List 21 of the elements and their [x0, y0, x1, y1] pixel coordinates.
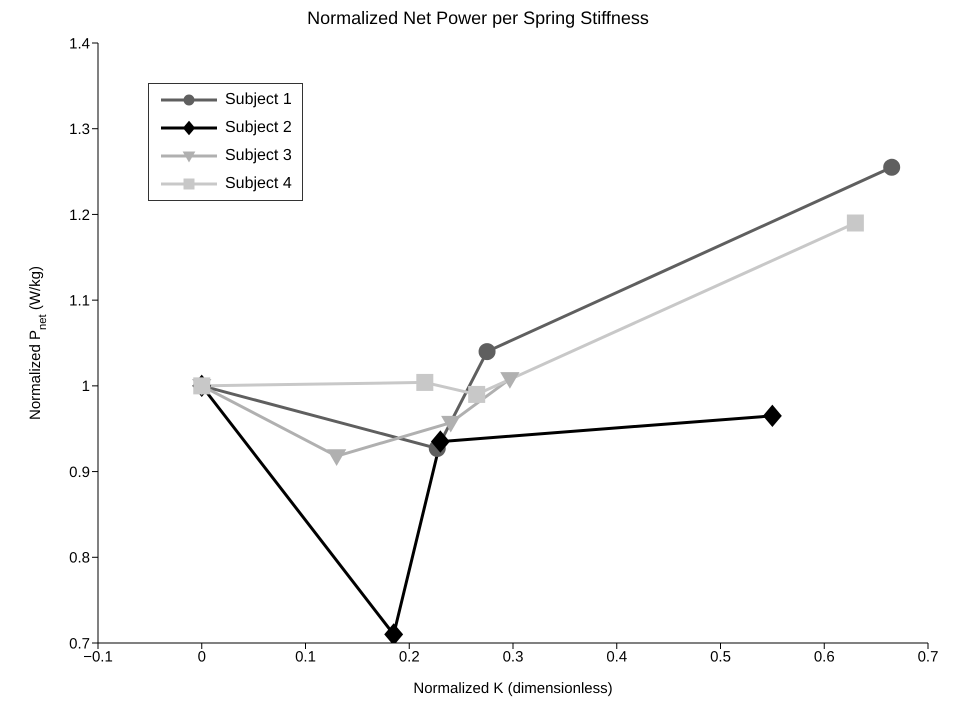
y-tick-label: 1 [82, 378, 90, 396]
y-tick-label: 1.1 [69, 292, 90, 310]
x-tick-label: 0 [198, 648, 206, 666]
legend-label: Subject 3 [225, 147, 292, 165]
x-tick-label: 0.6 [814, 648, 835, 666]
chart-title: Normalized Net Power per Spring Stiffness [306, 8, 650, 29]
x-tick-label: 0.7 [918, 648, 938, 666]
x-tick-label: 0.3 [502, 648, 524, 666]
y-tick-label: 1.4 [69, 35, 90, 52]
x-tick-label: 0.2 [398, 648, 420, 666]
x-tick-label: 0.1 [295, 648, 316, 666]
x-tick-label: 0.4 [606, 648, 628, 666]
legend-label: Subject 4 [225, 175, 292, 193]
x-tick-label: 0.5 [710, 648, 731, 666]
y-tick-label: 0.9 [69, 464, 90, 481]
y-tick-label: 0.8 [69, 550, 90, 567]
y-tick-label: 1.3 [69, 121, 90, 138]
legend-label: Subject 1 [225, 91, 292, 109]
y-tick-label: 1.2 [69, 206, 90, 224]
legend-label: Subject 2 [225, 119, 292, 137]
x-axis-title: Normalized K (dimensionless) [413, 680, 613, 697]
